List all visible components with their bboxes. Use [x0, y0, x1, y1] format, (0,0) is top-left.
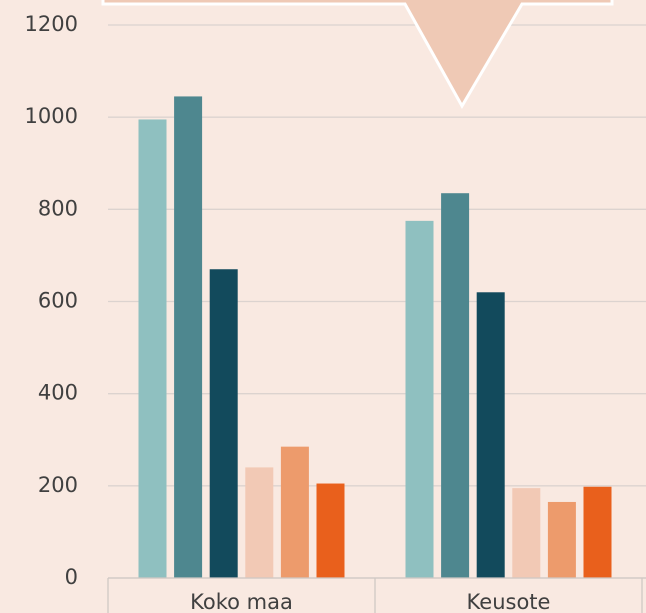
y-tick-label: 600: [38, 289, 78, 313]
bar: [174, 96, 203, 578]
callout: [101, 0, 614, 110]
x-tick-label: Keusote: [467, 590, 551, 613]
bar: [316, 483, 345, 578]
bar: [476, 292, 505, 578]
y-tick-label: 1000: [25, 104, 78, 128]
bar: [138, 119, 167, 579]
y-tick-label: 400: [38, 381, 78, 405]
x-tick-label: Koko maa: [190, 590, 293, 613]
bar: [245, 467, 274, 578]
bar: [583, 486, 612, 578]
y-tick-label: 0: [65, 565, 78, 589]
y-tick-label: 800: [38, 196, 78, 220]
y-tick-label: 1200: [25, 12, 78, 36]
bar: [280, 446, 309, 578]
bar: [405, 220, 434, 578]
bars: [138, 96, 612, 579]
y-tick-label: 200: [38, 473, 78, 497]
bar: [209, 269, 238, 578]
bar: [547, 501, 576, 578]
bar: [441, 193, 470, 578]
bar: [512, 488, 541, 578]
